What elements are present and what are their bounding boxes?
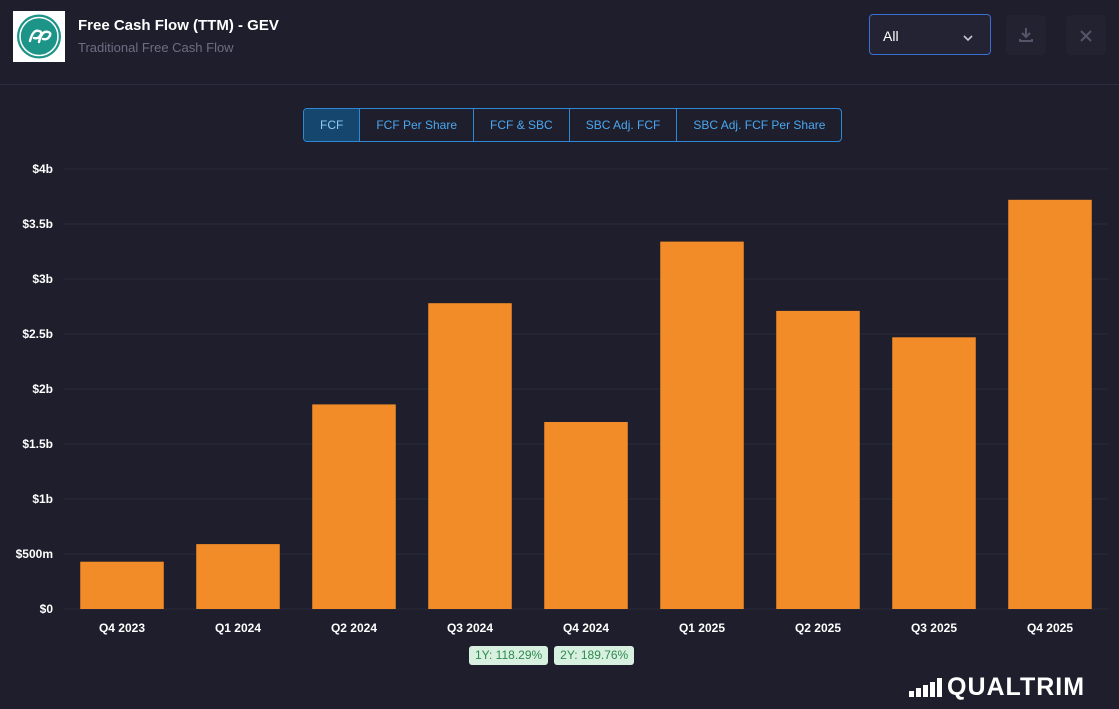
tab-fcf[interactable]: FCF [304,109,360,141]
x-tick-label: Q3 2024 [447,621,493,635]
bar-q2-2024[interactable] [312,404,396,609]
close-button[interactable] [1066,15,1106,55]
bars-icon [909,678,942,697]
x-tick-label: Q4 2023 [99,621,145,635]
brand-name: QUALTRIM [947,673,1086,701]
y-tick-label: $4b [32,162,53,176]
y-tick-label: $2b [32,382,53,396]
y-tick-label: $3.5b [22,217,53,231]
bar-q2-2025[interactable] [776,310,860,609]
y-tick-label: $500m [16,547,53,561]
brand-logo: QUALTRIM [909,673,1105,701]
x-tick-label: Q4 2025 [1027,621,1073,635]
x-tick-label: Q1 2024 [215,621,261,635]
x-tick-label: Q1 2025 [679,621,725,635]
bar-q4-2024[interactable] [544,422,628,609]
page-title: Free Cash Flow (TTM) - GEV [78,17,279,34]
header: Free Cash Flow (TTM) - GEV Traditional F… [0,0,1119,85]
fcf-bar-chart: $0 $500m $1b $1.5b $2b $2.5b $3b $3.5b $4b Q4 202… [16,162,1108,635]
y-tick-label: $0 [40,602,54,616]
download-button[interactable] [1006,15,1046,55]
y-tick-label: $2.5b [22,327,53,341]
tab-sbc-adj-fcf-per-share[interactable]: SBC Adj. FCF Per Share [676,109,841,141]
metric-tabs: FCF FCF Per Share FCF & SBC SBC Adj. FCF… [303,108,843,142]
bar-q4-2023[interactable] [80,561,164,609]
range-select-value: All [883,28,899,44]
growth-badge-2y: 2Y: 189.76% [554,646,635,665]
ge-logo-icon [13,11,65,62]
tab-fcf-per-share[interactable]: FCF Per Share [359,109,473,141]
tab-fcf-and-sbc[interactable]: FCF & SBC [473,109,569,141]
x-tick-label: Q2 2025 [795,621,841,635]
growth-badges: 1Y: 118.29% 2Y: 189.76% [469,646,635,665]
close-icon [1080,29,1092,47]
bar-q1-2025[interactable] [660,241,744,609]
download-icon [1019,27,1033,48]
chevron-down-icon [962,30,974,48]
y-tick-label: $1b [32,492,53,506]
growth-badge-1y: 1Y: 118.29% [469,646,549,665]
range-select[interactable]: All [869,14,991,55]
page-subtitle: Traditional Free Cash Flow [78,40,234,55]
x-tick-label: Q2 2024 [331,621,377,635]
x-tick-label: Q3 2025 [911,621,957,635]
tab-sbc-adj-fcf[interactable]: SBC Adj. FCF [568,109,677,141]
y-tick-label: $3b [32,272,53,286]
y-tick-label: $1.5b [22,437,53,451]
bar-q3-2025[interactable] [892,337,976,609]
x-tick-label: Q4 2024 [563,621,609,635]
bar-q1-2024[interactable] [196,544,280,609]
bar-q3-2024[interactable] [428,303,512,609]
bar-q4-2025[interactable] [1008,199,1092,610]
